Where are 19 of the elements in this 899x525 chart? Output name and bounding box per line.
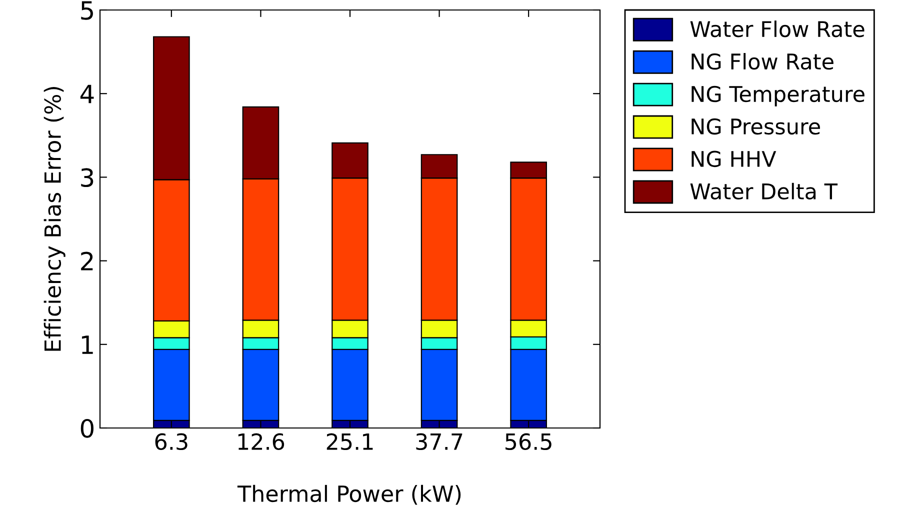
y-tick-label: 0 [80,418,94,438]
y-axis-title: Efficiency Bias Error (%) [44,87,66,351]
x-tick-label: 25.1 [326,433,373,450]
legend-label: NG Temperature [692,86,864,106]
y-tick-label: 2 [81,252,93,270]
x-axis-title: Thermal Power (kW) [237,484,461,505]
legend-label: NG HHV [692,150,776,168]
legend-label: Water Delta T [690,182,838,200]
x-tick-label: 56.5 [506,433,552,450]
y-tick-label: 3 [81,168,94,188]
x-tick-label: 6.3 [155,433,188,450]
x-tick-label: 37.7 [416,433,462,450]
y-tick-label: 5 [81,1,93,20]
legend-label: Water Flow Rate [690,20,864,38]
x-tick-label: 12.6 [238,433,284,450]
legend-label: NG Pressure [692,118,820,135]
y-tick-label: 4 [80,84,94,104]
legend-label: NG Flow Rate [692,53,834,70]
y-tick-label: 1 [82,336,93,354]
